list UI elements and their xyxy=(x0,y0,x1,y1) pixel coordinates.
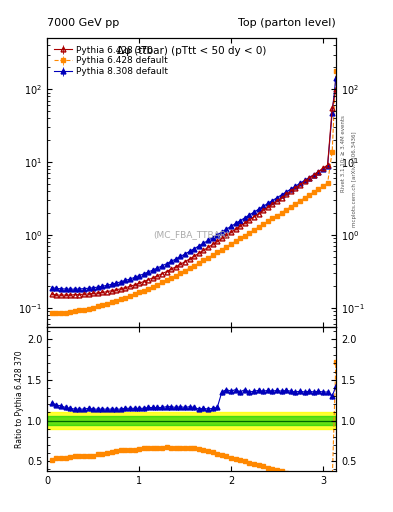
Bar xyxy=(47,416,336,424)
Text: (MC_FBA_TTBAR): (MC_FBA_TTBAR) xyxy=(153,230,230,239)
Text: Δφ (tt̅bar) (pTtt < 50 dy < 0): Δφ (tt̅bar) (pTtt < 50 dy < 0) xyxy=(117,46,266,56)
Text: 7000 GeV pp: 7000 GeV pp xyxy=(47,18,119,28)
Text: Top (parton level): Top (parton level) xyxy=(238,18,336,28)
Text: mcplots.cern.ch [arXiv:1306.3436]: mcplots.cern.ch [arXiv:1306.3436] xyxy=(352,132,357,227)
Text: Rivet 3.1.10; ≥ 3.4M events: Rivet 3.1.10; ≥ 3.4M events xyxy=(341,115,346,192)
Legend: Pythia 6.428 370, Pythia 6.428 default, Pythia 8.308 default: Pythia 6.428 370, Pythia 6.428 default, … xyxy=(51,43,171,79)
Y-axis label: Ratio to Pythia 6.428 370: Ratio to Pythia 6.428 370 xyxy=(15,350,24,448)
Bar xyxy=(47,412,336,429)
